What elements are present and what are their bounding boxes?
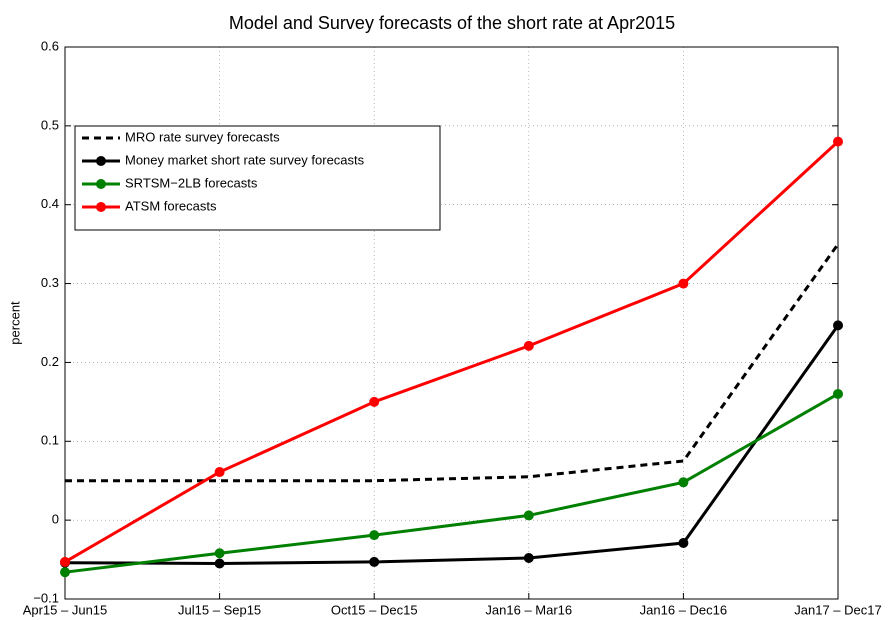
- legend-marker: [96, 202, 106, 212]
- y-tick-label: −0.1: [33, 590, 59, 605]
- series-line: [64, 140, 840, 564]
- marker: [833, 320, 843, 331]
- marker: [523, 510, 534, 521]
- y-axis-label: percent: [7, 301, 22, 345]
- marker: [214, 467, 225, 478]
- marker: [678, 477, 689, 488]
- y-tick-label: 0.3: [41, 275, 59, 290]
- y-tick-label: 0: [52, 512, 59, 527]
- series-line: [64, 324, 840, 566]
- marker: [214, 558, 225, 569]
- y-tick-label: 0.5: [41, 117, 59, 132]
- marker: [678, 278, 689, 289]
- y-tick-label: 0.6: [41, 38, 59, 53]
- chart-title: Model and Survey forecasts of the short …: [229, 13, 675, 33]
- legend-label: ATSM forecasts: [125, 198, 217, 213]
- legend-box: [74, 125, 441, 231]
- legend-marker: [96, 156, 106, 166]
- y-tick-label: 0.4: [41, 196, 59, 211]
- legend-label: Money market short rate survey forecasts: [125, 152, 365, 167]
- legend-label: MRO rate survey forecasts: [125, 129, 280, 144]
- x-tick-label: Jan16 – Dec16: [640, 602, 727, 617]
- marker: [60, 567, 70, 578]
- x-tick-label: Jul15 – Sep15: [178, 602, 261, 617]
- series-line: [65, 243, 840, 483]
- marker: [678, 538, 689, 549]
- series-line: [64, 392, 839, 574]
- marker: [369, 530, 380, 541]
- marker: [833, 388, 843, 399]
- marker: [523, 552, 534, 563]
- x-tick-label: Oct15 – Dec15: [331, 602, 418, 617]
- marker: [60, 556, 70, 567]
- legend-label: SRTSM−2LB forecasts: [125, 175, 258, 190]
- x-tick-label: Jan16 – Mar16: [485, 602, 572, 617]
- marker: [214, 548, 225, 559]
- y-tick-label: 0.1: [41, 433, 59, 448]
- x-tick-label: Apr15 – Jun15: [23, 602, 108, 617]
- marker: [523, 340, 534, 351]
- marker: [369, 556, 380, 567]
- marker: [833, 136, 843, 147]
- legend-marker: [96, 179, 106, 189]
- marker: [369, 396, 380, 407]
- x-tick-label: Jan17 – Dec17: [794, 602, 881, 617]
- y-tick-label: 0.2: [41, 354, 59, 369]
